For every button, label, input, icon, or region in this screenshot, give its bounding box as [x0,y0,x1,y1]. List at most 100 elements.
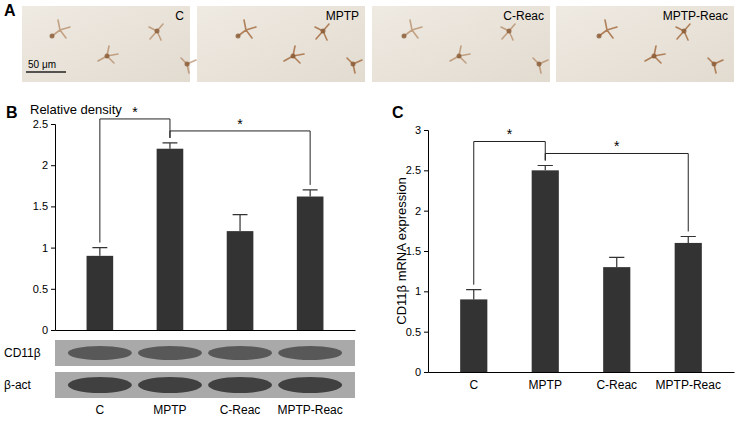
bar [297,197,324,330]
y-tick: 2.5 [33,118,55,130]
cell-body [291,54,296,59]
category-label: MPTP [153,403,186,417]
cell [533,58,548,73]
category-label: MPTP-Reac [277,403,342,417]
category-label: C [96,403,105,417]
y-tick: 1.5 [33,200,55,212]
micrograph: C-Reac [372,6,550,82]
bar [532,170,559,372]
x-tick-label: MPTP [529,378,562,392]
y-tick-label: 0 [42,324,48,336]
significance-bracket [100,119,170,243]
bar [460,299,487,372]
error-bar [233,215,248,231]
image-label: C-Reac [503,9,544,23]
image-label: MPTP-Reac [663,9,728,23]
cell [708,58,723,73]
error-bar [681,236,696,242]
error-bar [303,190,318,197]
micrograph-frame [372,6,550,82]
category-label: C-Reac [220,403,261,417]
y-tick-label: 3 [415,124,421,136]
y-tick-mark [51,124,55,125]
cell [98,46,118,63]
blot-band [138,346,202,360]
bar [87,256,114,330]
cell-body [712,62,717,67]
y-tick-mark [424,170,428,171]
significance-label: * [237,116,243,132]
blot-band [208,377,272,393]
cell [501,24,515,40]
cell-body [50,34,55,39]
significance-label: * [614,138,620,154]
y-tick-label: 0.5 [33,283,48,295]
y-tick-mark [424,291,428,292]
blot-row-label: β-act [4,378,32,392]
y-tick-mark [424,211,428,212]
y-axis-title: Relative density [30,102,122,117]
panel-label: A [4,2,16,19]
cell [676,24,690,40]
cell-body [507,29,512,34]
cell-body [185,62,190,67]
plot-area [460,165,702,372]
x-tick: C [469,372,478,392]
scale-bar-label: 50 μm [28,59,56,70]
y-tick-mark [51,248,55,249]
bar [227,231,254,330]
error-bar [92,248,107,256]
y-tick-label: 1.5 [406,245,421,257]
cell-body [457,54,462,59]
cell-body [236,34,241,39]
bar [675,243,702,372]
y-axis: 00.511.522.5 [33,118,56,336]
blot-band [68,377,132,393]
cell [645,46,665,63]
scale-bar [26,71,66,73]
error-bar [466,290,481,300]
y-tick: 0 [42,324,55,336]
y-tick-label: 0 [415,366,421,378]
cell [52,20,70,38]
y-tick-mark [424,130,428,131]
y-tick-label: 2.5 [33,118,48,130]
x-tick-label: C [469,378,478,392]
blot-band [278,377,342,393]
cell [149,24,163,40]
cell [284,46,304,63]
cell-body [105,54,110,59]
y-axis-line [424,131,429,373]
error-bar [162,143,177,149]
cell [181,58,196,73]
blot-band [138,377,202,393]
significance-label: * [132,104,138,120]
blot-band [68,346,132,360]
x-axis [56,330,356,331]
y-tick-label: 2 [415,205,421,217]
bar [157,149,184,330]
image-label: C [175,9,184,23]
significance-bracket [545,153,688,231]
x-tick: MPTP [529,372,562,392]
error-bar [609,257,624,267]
y-tick: 0.5 [33,283,55,295]
micrograph-frame [556,6,734,82]
y-tick: 1.5 [406,245,428,257]
significance-bracket [170,131,310,185]
blot-band [208,346,272,360]
y-tick: 3 [415,124,428,136]
error-bar [538,165,553,170]
cell [238,20,256,38]
cell [450,46,470,63]
x-tick: MPTP-Reac [656,372,721,392]
y-tick-label: 0.5 [406,326,421,338]
x-axis-line [56,330,356,331]
micrograph-frame [22,6,190,82]
y-tick: 1 [415,285,428,297]
y-tick-label: 1.5 [33,200,48,212]
y-tick-label: 1 [42,242,48,254]
cell-body [652,54,657,59]
cell [599,20,617,38]
y-tick-mark [51,289,55,290]
